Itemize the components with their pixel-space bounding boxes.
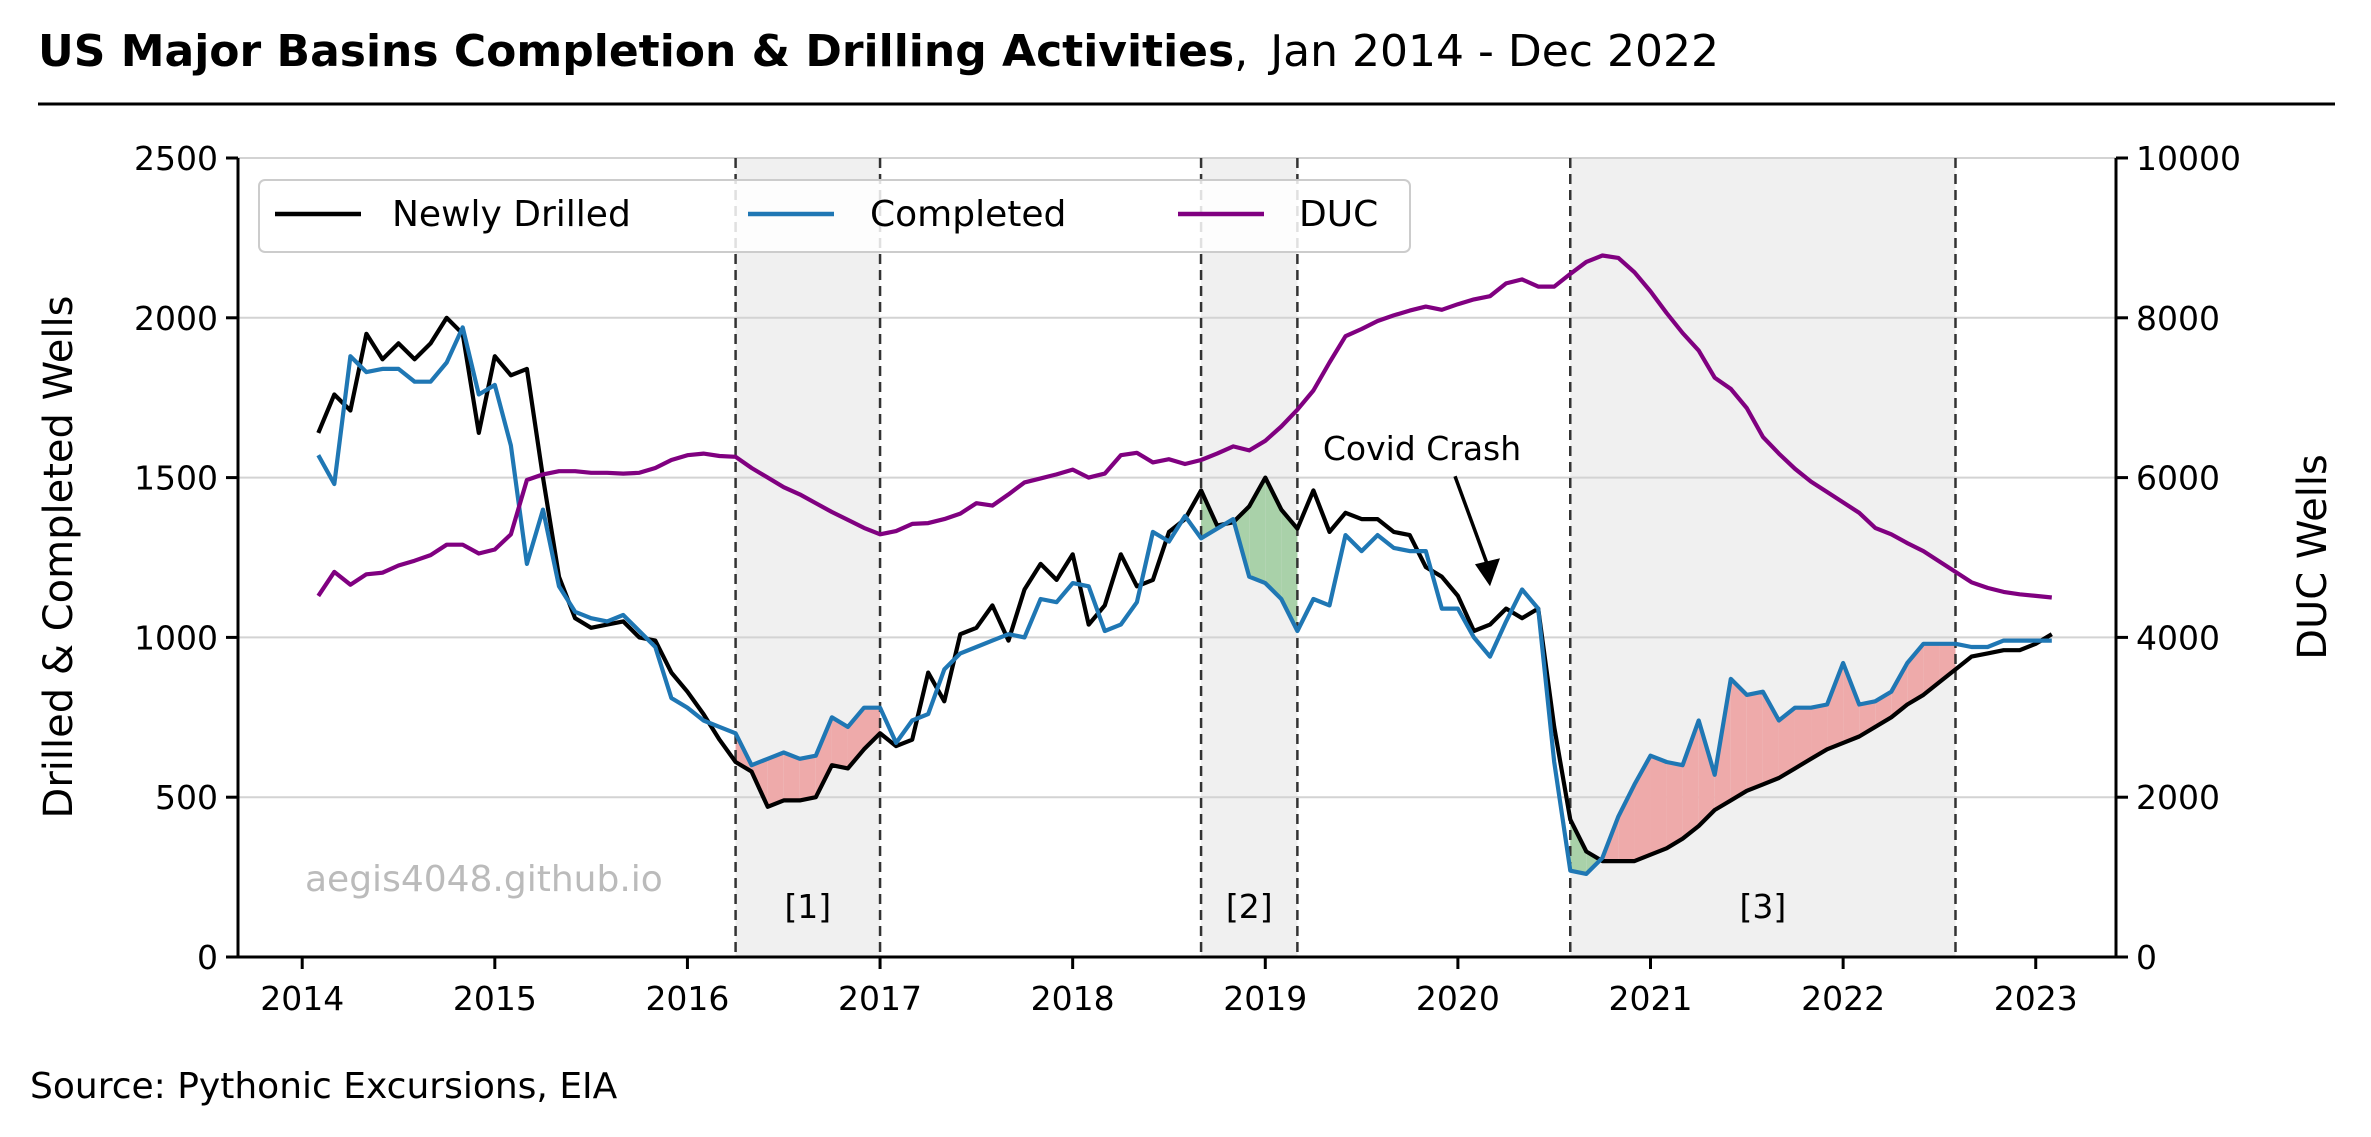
legend-label-completed: Completed xyxy=(870,194,1066,235)
fill-region-3-seg-6-0 xyxy=(1666,762,1683,849)
x-tick-label-2015: 2015 xyxy=(453,979,537,1018)
y-tick-label-500: 500 xyxy=(155,778,218,817)
y-tick-label-1000: 1000 xyxy=(134,618,218,657)
legend-label-duc: DUC xyxy=(1299,194,1378,235)
x-tick-label-2020: 2020 xyxy=(1416,979,1500,1018)
annotation-text: Covid Crash xyxy=(1323,429,1521,468)
fill-region-1-seg-8-0 xyxy=(864,707,881,750)
y2-tick-label-0: 0 xyxy=(2136,938,2157,977)
fill-region-3-seg-3-0 xyxy=(1618,784,1635,862)
y-tick-label-2500: 2500 xyxy=(134,139,218,178)
x-tick-label-2023: 2023 xyxy=(1994,979,2078,1018)
y2-tick-label-2000: 2000 xyxy=(2136,778,2220,817)
region-label-2: [2] xyxy=(1226,887,1273,926)
chart-title: US Major Basins Completion & Drilling Ac… xyxy=(38,26,1719,77)
y-tick-label-2000: 2000 xyxy=(134,299,218,338)
fill-region-1-seg-2-0 xyxy=(767,752,784,807)
series-line-completed xyxy=(316,325,2052,876)
chart-title-range: Jan 2014 - Dec 2022 xyxy=(1267,26,1719,77)
fill-region-3-seg-5-0 xyxy=(1650,755,1667,855)
y-tick-label-0: 0 xyxy=(197,938,218,977)
watermark: aegis4048.github.io xyxy=(305,859,663,900)
fill-region-1-seg-5-0 xyxy=(815,717,832,798)
y2-tick-label-8000: 8000 xyxy=(2136,299,2220,338)
covid-annotation: Covid Crash xyxy=(1323,429,1521,587)
fill-region-3-seg-16-0 xyxy=(1827,662,1844,750)
annotation-arrow-shaft xyxy=(1453,475,1490,567)
x-tick-label-2021: 2021 xyxy=(1609,979,1693,1018)
fill-region-3-seg-20-0 xyxy=(1891,662,1908,718)
fill-region-3-seg-22-0 xyxy=(1923,643,1940,695)
fill-region-3-seg-4-0 xyxy=(1634,755,1651,862)
region-label-3: [3] xyxy=(1739,887,1786,926)
series-lines xyxy=(316,253,2053,876)
y2-tick-label-10000: 10000 xyxy=(2136,139,2241,178)
fill-region-3-seg-8-0 xyxy=(1698,720,1715,826)
region-labels: [1] [2] [3] xyxy=(784,887,1786,926)
chart-title-sep: , xyxy=(1234,26,1248,77)
region-label-1: [1] xyxy=(784,887,831,926)
fill-region-2-seg-4-0 xyxy=(1265,477,1282,600)
shaded-region-1 xyxy=(735,158,881,957)
x-tick-label-2022: 2022 xyxy=(1801,979,1885,1018)
fill-region-3-seg-17-0 xyxy=(1843,662,1860,743)
chart-title-bold: US Major Basins Completion & Drilling Ac… xyxy=(38,26,1234,77)
fill-region-3-seg-10-0 xyxy=(1730,678,1747,801)
fill-region-3-seg-11-0 xyxy=(1746,691,1763,791)
annotation-arrow-head xyxy=(1475,558,1500,587)
x-tick-label-2017: 2017 xyxy=(838,979,922,1018)
fill-region-1-seg-3-0 xyxy=(783,752,800,801)
fill-region-2-seg-3-0 xyxy=(1249,477,1266,584)
fill-region-2-seg-5-0 xyxy=(1281,509,1298,632)
source-note: Source: Pythonic Excursions, EIA xyxy=(30,1066,618,1107)
y2-axis-label: DUC Wells xyxy=(2290,454,2336,660)
shaded-regions xyxy=(735,158,1956,957)
x-tick-label-2016: 2016 xyxy=(645,979,729,1018)
fill-region-1-seg-6-0 xyxy=(831,717,848,769)
axis-ticks: 0 500 1000 1500 2000 2500 0 2000 4000 6000 8000 100… xyxy=(134,139,2241,1018)
fill-region-3-seg-13-0 xyxy=(1778,707,1795,779)
x-tick-label-2019: 2019 xyxy=(1223,979,1307,1018)
fill-region-1-seg-4-0 xyxy=(799,755,816,801)
legend-label-newly-drilled: Newly Drilled xyxy=(392,194,631,235)
fill-region-3-seg-14-0 xyxy=(1794,707,1812,769)
fill-region-3-seg-15-0 xyxy=(1811,704,1828,759)
y-axis-label: Drilled & Completed Wells xyxy=(36,296,82,819)
axes xyxy=(236,158,2118,959)
x-tick-label-2018: 2018 xyxy=(1031,979,1115,1018)
legend-box xyxy=(258,179,1411,253)
y2-tick-label-6000: 6000 xyxy=(2136,459,2220,498)
y2-tick-label-4000: 4000 xyxy=(2136,618,2220,657)
legend: Newly Drilled Completed DUC xyxy=(258,179,1411,253)
x-tick-label-2014: 2014 xyxy=(260,979,344,1018)
fill-region-3-seg-7-0 xyxy=(1682,720,1699,839)
series-line-duc xyxy=(316,253,2053,600)
y-tick-label-1500: 1500 xyxy=(134,459,218,498)
fill-region-3-seg-0-0 xyxy=(1570,819,1587,874)
